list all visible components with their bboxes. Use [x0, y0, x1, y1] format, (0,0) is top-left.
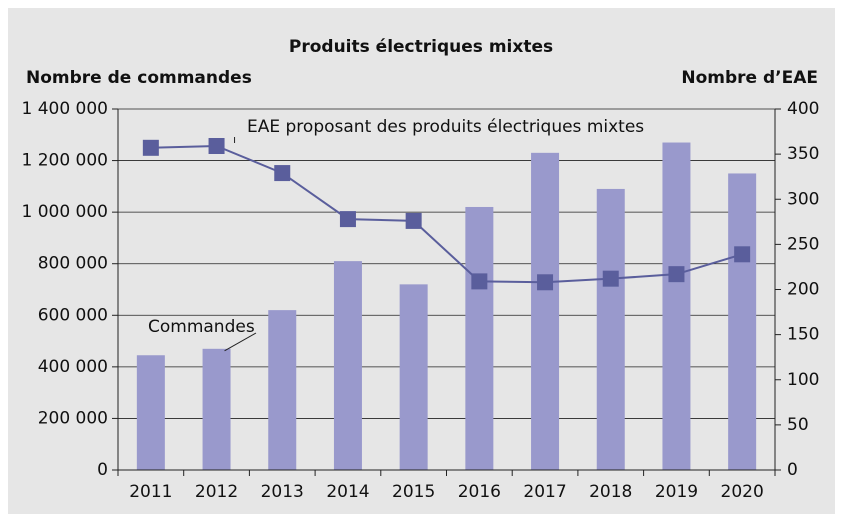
y-axis-label: Nombre de commandes: [26, 68, 252, 88]
x-tick-label: 2015: [392, 482, 435, 502]
marker: [274, 165, 291, 182]
y2-axis-label: Nombre d’EAE: [681, 68, 818, 88]
y2-tick-label: 200: [787, 280, 819, 300]
bar: [333, 261, 362, 470]
y-tick-label: 1 400 000: [21, 99, 108, 119]
bar-label: Commandes: [148, 317, 255, 337]
x-tick-label: 2020: [721, 482, 764, 502]
marker: [734, 246, 751, 263]
bar: [596, 188, 625, 470]
bar: [268, 310, 297, 470]
leader: [224, 332, 257, 352]
marker: [537, 274, 554, 291]
y-tick-label: 800 000: [38, 254, 108, 274]
bar: [662, 142, 691, 470]
y-tick-label: 600 000: [38, 305, 108, 325]
x-tick-label: 2019: [655, 482, 698, 502]
bar: [531, 152, 560, 471]
bar: [202, 348, 231, 470]
marker: [142, 139, 159, 156]
line-label: EAE proposant des produits électriques m…: [247, 117, 644, 137]
x-tick-label: 2016: [458, 482, 501, 502]
y2-tick-label: 350: [787, 144, 819, 164]
y2-tick-label: 50: [787, 415, 809, 435]
marker: [208, 138, 225, 155]
x-tick-label: 2012: [195, 482, 238, 502]
x-tick-label: 2014: [326, 482, 369, 502]
y-tick-label: 1 200 000: [21, 151, 108, 171]
marker: [405, 212, 422, 229]
chart-title: Produits électriques mixtes: [289, 37, 553, 57]
x-tick-label: 2013: [261, 482, 304, 502]
bar: [465, 206, 494, 470]
y2-tick-label: 0: [787, 460, 798, 480]
marker: [471, 273, 488, 290]
y2-tick-label: 100: [787, 370, 819, 390]
bar: [399, 284, 428, 470]
y-tick-label: 200 000: [38, 408, 108, 428]
y-tick-label: 400 000: [38, 357, 108, 377]
y2-tick-label: 150: [787, 325, 819, 345]
marker: [668, 266, 685, 283]
y2-tick-label: 300: [787, 189, 819, 209]
y2-tick-label: 250: [787, 234, 819, 254]
x-tick-label: 2018: [589, 482, 632, 502]
bar: [136, 355, 165, 470]
y2-tick-label: 400: [787, 99, 819, 119]
y-tick-label: 0: [97, 460, 108, 480]
marker: [602, 270, 619, 287]
y-tick-label: 1 000 000: [21, 202, 108, 222]
x-tick-label: 2011: [129, 482, 172, 502]
line: [150, 144, 743, 284]
x-tick-label: 2017: [523, 482, 566, 502]
bar: [728, 173, 757, 470]
marker: [339, 211, 356, 228]
